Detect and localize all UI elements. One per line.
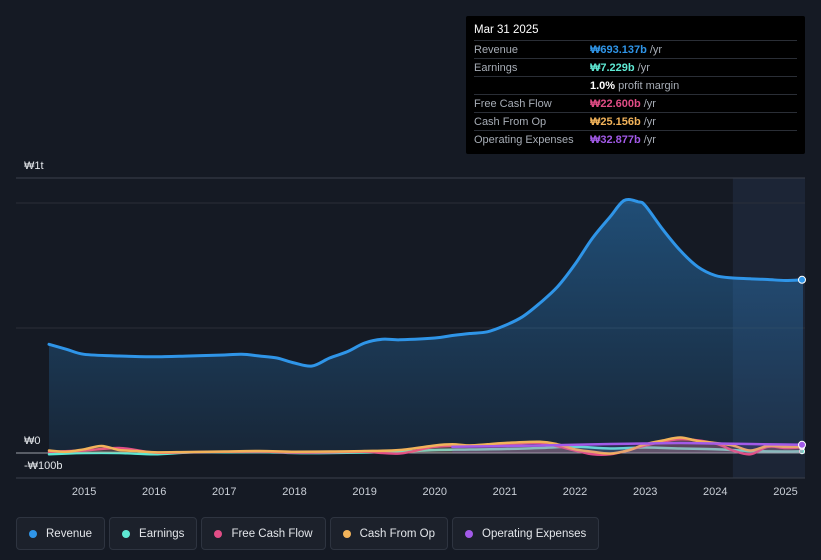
tooltip-row-label: Revenue <box>474 43 519 56</box>
series-area-revenue <box>49 199 803 453</box>
tooltip-row-unit: /yr <box>643 115 656 128</box>
legend-label: Earnings <box>139 527 185 540</box>
tooltip-row-value: ₩693.137b <box>590 43 647 56</box>
series-area-operating-expenses <box>452 443 803 453</box>
legend-dot-icon <box>29 529 37 538</box>
series-line-operating-expenses <box>451 441 805 449</box>
legend-dot-icon <box>122 529 131 538</box>
tooltip-row: Free Cash Flow ₩22.600b/yr <box>474 94 797 112</box>
tooltip-row: Cash From Op ₩25.156b/yr <box>474 112 797 130</box>
y-label-top: ₩1t <box>24 160 44 172</box>
tooltip-row-label: Free Cash Flow <box>474 97 552 110</box>
legend-dot-icon <box>342 529 351 538</box>
tooltip-row-value: ₩32.877b <box>590 133 641 146</box>
x-tick-label: 2019 <box>352 486 376 498</box>
tooltip-row-value: 1.0% <box>590 79 616 92</box>
tooltip-date: Mar 31 2025 <box>474 24 539 36</box>
tooltip-row-unit: /yr <box>637 61 650 74</box>
legend-item-revenue[interactable]: Revenue <box>16 517 106 550</box>
x-tick-label: 2015 <box>72 486 96 498</box>
y-label-bottom: -₩100b <box>24 460 63 472</box>
tooltip-row-unit: /yr <box>643 97 656 110</box>
tooltip-row-value: ₩7.229b <box>590 61 635 74</box>
x-tick-label: 2023 <box>633 486 657 498</box>
legend-item-earnings[interactable]: Earnings <box>109 517 198 550</box>
x-tick-label: 2021 <box>493 486 517 498</box>
legend-label: Operating Expenses <box>482 527 587 540</box>
x-tick-label: 2017 <box>212 486 236 498</box>
legend-item-cash-from-op[interactable]: Cash From Op <box>329 517 449 550</box>
tooltip-row: Earnings ₩7.229b/yr <box>474 58 797 76</box>
legend-item-free-cash-flow[interactable]: Free Cash Flow <box>201 517 326 550</box>
series-area-free-cash-flow <box>49 439 803 455</box>
tooltip: Mar 31 2025 Revenue ₩693.137b/yr Earnings ₩… <box>466 16 805 154</box>
tooltip-row-label: Cash From Op <box>474 115 547 128</box>
x-tick-label: 2024 <box>703 486 727 498</box>
legend-dot-icon <box>465 529 474 538</box>
chart: 2015 2016 2017 2018 2019 2020 2021 2022 2023 2024… <box>16 177 806 498</box>
legend-label: Free Cash Flow <box>231 527 313 540</box>
x-tick-label: 2018 <box>282 486 306 498</box>
x-tick-label: 2020 <box>423 486 447 498</box>
x-tick-label: 2022 <box>563 486 587 498</box>
tooltip-row: 1.0% profit margin <box>474 76 797 94</box>
legend-item-operating-expenses[interactable]: Operating Expenses <box>452 517 600 550</box>
legend-label: Cash From Op <box>359 527 436 540</box>
tooltip-row: Revenue ₩693.137b/yr <box>474 40 797 58</box>
x-tick-label: 2025 <box>773 486 797 498</box>
tooltip-row-unit: /yr <box>643 133 656 146</box>
series-line-cash-from-op <box>47 436 805 455</box>
series-area-cash-from-op <box>49 437 803 454</box>
tooltip-row: Operating Expenses ₩32.877b/yr <box>474 130 797 148</box>
tooltip-row-label: Earnings <box>474 61 518 74</box>
tooltip-row-unit: profit margin <box>618 79 680 92</box>
series-end-point-operating-expenses <box>798 440 806 449</box>
tooltip-row-unit: /yr <box>649 43 663 56</box>
legend-dot-icon <box>214 529 223 538</box>
legend-label: Revenue <box>46 527 93 540</box>
tooltip-row-value: ₩25.156b <box>590 115 641 128</box>
series-line-revenue <box>47 198 805 368</box>
tooltip-row-label: Operating Expenses <box>474 133 574 146</box>
series-end-point-revenue <box>798 275 806 284</box>
tooltip-row-value: ₩22.600b <box>590 97 641 110</box>
x-tick-label: 2016 <box>142 486 166 498</box>
y-label-zero: ₩0 <box>24 435 41 447</box>
legend: Revenue Earnings Free Cash Flow Cash From O… <box>16 517 600 550</box>
